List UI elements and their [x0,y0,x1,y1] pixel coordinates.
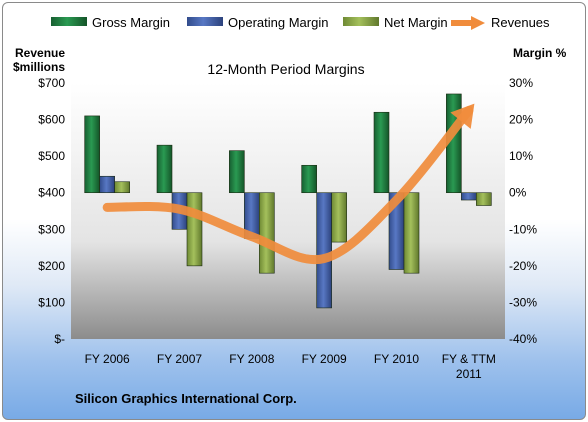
category-label: FY 2010 [374,352,419,366]
right-axis-title: Margin % [513,46,567,60]
category-label: FY 2006 [85,352,130,366]
right-tick-label: -20% [509,259,537,273]
company-name: Silicon Graphics International Corp. [75,391,297,406]
bar-gross-margin [301,164,317,194]
left-axis: $- $100 $200 $300 $400 $500 $600 $700 [38,76,65,346]
category-label-line2: 2011 [456,367,482,381]
legend-swatch-revenues [451,16,485,30]
revenue-line-path [102,105,474,265]
right-axis: -40% -30% -20% -10% 0% 10% 20% 30% [509,76,537,346]
legend-label-gross-margin: Gross Margin [92,15,170,30]
bar-net-margin [259,192,275,274]
chart-title: 12-Month Period Margins [207,61,364,77]
bar-gross-margin [84,115,100,194]
left-axis-title-line1: Revenue [15,46,65,60]
bar-gross-margin [373,111,390,194]
legend-label-revenues: Revenues [491,15,550,30]
legend-swatch-net-margin [343,17,379,26]
left-tick-label: $300 [38,222,65,236]
legend-swatch-operating-margin [187,17,223,26]
bar-operating-margin [99,175,115,194]
left-tick-label: $200 [38,259,65,273]
right-tick-label: 10% [509,149,533,163]
right-tick-label: -40% [509,332,537,346]
bar-gross-margin [229,150,245,194]
bar-operating-margin [461,192,477,201]
right-tick-label: 0% [509,186,527,200]
legend-label-net-margin: Net Margin [384,15,448,30]
legend-label-operating-margin: Operating Margin [228,15,328,30]
legend-swatch-gross-margin [51,17,87,26]
bar-net-margin [476,192,492,206]
left-axis-title-line2: $millions [13,60,65,74]
legend: Gross Margin Operating Margin Net Margin… [51,15,550,30]
revenue-arrowhead [450,103,475,129]
right-tick-label: -10% [509,222,537,236]
x-axis: FY 2006 FY 2007 FY 2008 FY 2009 FY 2010 FY & … [85,352,496,381]
category-label: FY 2008 [229,352,274,366]
left-tick-label: $600 [38,113,65,127]
left-tick-label: $- [54,332,65,346]
left-tick-label: $400 [38,186,65,200]
left-tick-label: $100 [38,295,65,309]
bar-gross-margin [156,144,173,194]
right-tick-label: -30% [509,295,537,309]
bar-series [84,93,492,309]
category-label: FY & TTM [442,352,496,366]
margins-chart: Gross Margin Operating Margin Net Margin… [13,15,567,406]
bar-net-margin [114,181,130,194]
bar-net-margin [403,192,420,274]
left-tick-label: $500 [38,149,65,163]
bar-net-margin [186,192,203,267]
category-label: FY 2009 [302,352,347,366]
right-tick-label: 30% [509,76,533,90]
bar-operating-margin [316,192,332,309]
right-tick-label: 20% [509,113,533,127]
revenue-series [102,103,475,265]
category-label: FY 2007 [157,352,202,366]
bar-net-margin [331,192,347,243]
left-tick-label: $700 [38,76,65,90]
